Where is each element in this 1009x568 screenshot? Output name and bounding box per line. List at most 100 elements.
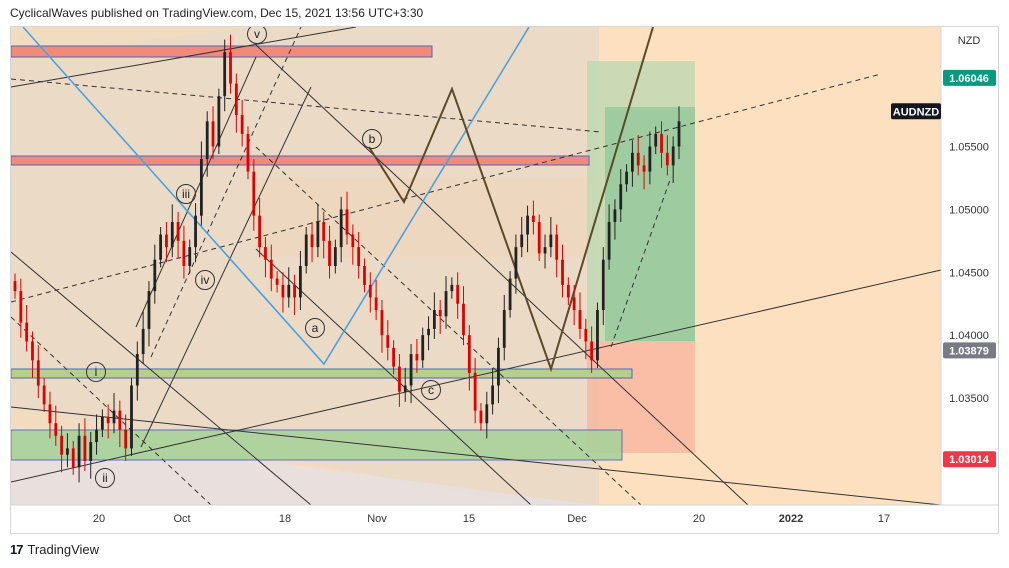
candle: [438, 299, 442, 334]
candle: [392, 340, 395, 375]
candle: [31, 331, 34, 378]
candle: [403, 367, 407, 402]
candle: [258, 198, 262, 258]
candle: [135, 341, 139, 401]
resistance-band-top: [10, 45, 433, 58]
candle: [293, 274, 296, 316]
candle: [421, 327, 425, 368]
candle: [432, 292, 436, 339]
candle: [386, 320, 390, 361]
candle: [124, 414, 128, 461]
candle: [409, 343, 413, 404]
candle: [252, 159, 256, 231]
candle: [159, 227, 163, 268]
candle: [299, 250, 302, 311]
svg-text:a: a: [312, 321, 319, 335]
wave-label-a: a: [305, 318, 325, 338]
footer-brand: 17 TradingView: [10, 542, 99, 557]
candle: [25, 304, 29, 352]
candle: [240, 99, 244, 147]
candle: [444, 276, 448, 329]
svg-text:1.03014: 1.03014: [949, 454, 990, 466]
candle: [339, 196, 343, 263]
candle: [234, 73, 238, 133]
candle: [572, 284, 576, 326]
candle: [660, 121, 663, 168]
resistance-band-mid: [10, 155, 590, 166]
candle: [648, 131, 652, 185]
time-tick-label: 15: [463, 513, 475, 525]
svg-text:v: v: [254, 27, 260, 41]
candle: [95, 414, 98, 455]
svg-text:iii: iii: [182, 187, 190, 201]
candle: [54, 405, 58, 446]
candle: [188, 239, 192, 274]
candle: [316, 204, 320, 258]
candle: [141, 311, 145, 365]
zone-gray-lower: [11, 427, 599, 505]
candle: [345, 191, 349, 245]
candle: [153, 244, 157, 304]
candle: [462, 286, 465, 346]
candle: [613, 199, 617, 240]
candle: [246, 126, 250, 180]
candle: [619, 169, 623, 222]
tradingview-brand-text[interactable]: TradingView: [27, 542, 100, 557]
candle: [625, 164, 628, 192]
candle: [66, 433, 69, 468]
candle: [83, 418, 87, 472]
candle: [229, 34, 232, 94]
candle: [526, 205, 529, 253]
svg-text:AUDNZD: AUDNZD: [893, 106, 939, 118]
candle: [357, 232, 361, 279]
price-labels: 1.06046 AUDNZD 1.03879 1.03014: [891, 69, 996, 468]
candle: [566, 277, 570, 305]
candle: [561, 244, 564, 298]
price-tick-label: 1.04000: [949, 330, 989, 342]
candle: [596, 302, 599, 368]
candle: [502, 294, 506, 361]
candle: [601, 247, 605, 326]
candle: [77, 423, 81, 483]
candle: [217, 88, 221, 155]
candle: [106, 404, 110, 439]
candle: [427, 316, 430, 351]
wave-label-iv: iv: [195, 270, 215, 290]
time-axis: 20 Oct 18 Nov 15 Dec 20 2022 17: [93, 513, 890, 525]
candle: [223, 39, 227, 112]
price-label-symbol: AUDNZD: [891, 103, 941, 120]
wave-label-i: i: [86, 362, 106, 382]
candle: [368, 272, 372, 313]
candle: [677, 106, 681, 160]
wave-path-blue: [22, 26, 530, 366]
candle: [118, 400, 122, 448]
candle: [287, 267, 291, 308]
candle: [485, 391, 489, 439]
time-tick-label: 2022: [779, 513, 803, 525]
candle: [642, 155, 646, 190]
candle: [491, 367, 495, 415]
candle: [555, 224, 559, 278]
candle: [176, 211, 180, 259]
price-tick-label: 1.03500: [949, 393, 989, 405]
svg-text:b: b: [369, 132, 376, 146]
currency-label: NZD: [958, 35, 981, 47]
candle: [631, 140, 634, 187]
candle: [508, 271, 512, 318]
time-tick-label: 17: [878, 513, 890, 525]
candle: [450, 277, 454, 299]
candle: [89, 432, 93, 479]
candle: [531, 200, 535, 235]
time-tick-label: Dec: [567, 513, 587, 525]
svg-text:i: i: [95, 365, 98, 379]
candle: [100, 409, 104, 438]
candle: [654, 126, 658, 155]
candle: [130, 377, 133, 456]
candle: [281, 272, 285, 313]
candle: [310, 221, 314, 263]
time-tick-label: 18: [279, 513, 291, 525]
support-band-i: [10, 368, 633, 379]
candle: [19, 278, 23, 338]
